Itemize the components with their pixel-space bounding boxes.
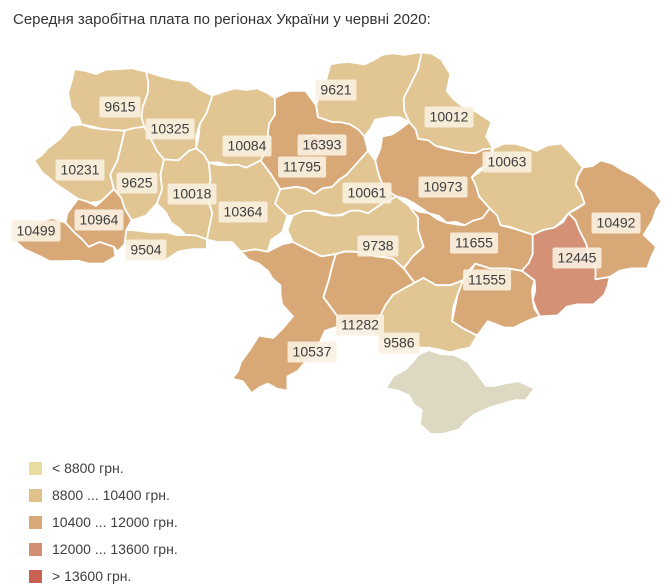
- legend-swatch-icon: [29, 542, 42, 556]
- legend-label: 10400 ... 12000 грн.: [52, 514, 178, 530]
- legend-row-3: 12000 ... 13600 грн.: [29, 541, 665, 557]
- legend-label: > 13600 грн.: [52, 568, 132, 584]
- region-value-label-odesa: 10537: [287, 341, 337, 363]
- legend-swatch-icon: [29, 569, 42, 583]
- region-value-label-dnipropetrovsk: 11655: [450, 232, 498, 254]
- region-value-label-kirovohrad: 9738: [357, 235, 399, 257]
- region-value-label-chernihiv: 9621: [315, 79, 357, 101]
- region-value-label-vinnytsia: 10364: [218, 201, 268, 223]
- region-value-label-kyiv-oblast: 11795: [278, 156, 326, 178]
- region-value-label-kharkiv: 10063: [482, 151, 532, 173]
- region-value-label-lviv: 10231: [55, 159, 105, 181]
- legend-row-1: 8800 ... 10400 грн.: [29, 487, 665, 503]
- legend-row-0: < 8800 грн.: [29, 460, 665, 476]
- legend-row-4: > 13600 грн.: [29, 568, 665, 584]
- legend-label: < 8800 грн.: [52, 460, 124, 476]
- region-value-label-sumy: 10012: [424, 106, 474, 128]
- region-value-label-zhytomyr: 10084: [222, 135, 272, 157]
- region-value-label-khmelnytskyi: 10018: [167, 183, 217, 205]
- legend-row-2: 10400 ... 12000 грн.: [29, 514, 665, 530]
- legend-swatch-icon: [29, 488, 42, 502]
- page-title: Середня заробітна плата по регіонах Укра…: [13, 11, 431, 28]
- region-odesa: [231, 241, 341, 395]
- region-crimea: [385, 349, 536, 435]
- legend-label: 12000 ... 13600 грн.: [52, 541, 178, 557]
- legend-label: 8800 ... 10400 грн.: [52, 487, 170, 503]
- region-value-label-rivne: 10325: [145, 118, 195, 140]
- region-value-label-luhansk: 10492: [591, 212, 641, 234]
- choropleth-map-ukraine: 9615 10325 10084 9621 10012 11795 10063 10973 10…: [0, 40, 665, 458]
- region-value-label-kyiv-city: 16393: [297, 134, 347, 156]
- region-value-label-zakarpattia: 10499: [11, 220, 61, 242]
- legend: < 8800 грн. 8800 ... 10400 грн. 10400 ... …: [29, 460, 665, 584]
- region-value-label-volyn: 9615: [99, 96, 141, 118]
- legend-swatch-icon: [29, 461, 42, 475]
- region-value-label-chernivtsi: 9504: [125, 239, 167, 261]
- region-value-label-zaporizhzhia: 11555: [463, 269, 511, 291]
- region-value-label-kherson: 9586: [378, 332, 420, 354]
- region-value-label-ternopil: 9625: [116, 172, 158, 194]
- legend-swatch-icon: [29, 515, 42, 529]
- region-value-label-ivano-frankivsk: 10964: [74, 209, 124, 231]
- region-value-label-poltava: 10973: [418, 176, 468, 198]
- region-value-label-cherkasy: 10061: [342, 182, 392, 204]
- region-value-label-mykolaiv: 11282: [336, 314, 384, 336]
- region-value-label-donetsk: 12445: [552, 247, 602, 269]
